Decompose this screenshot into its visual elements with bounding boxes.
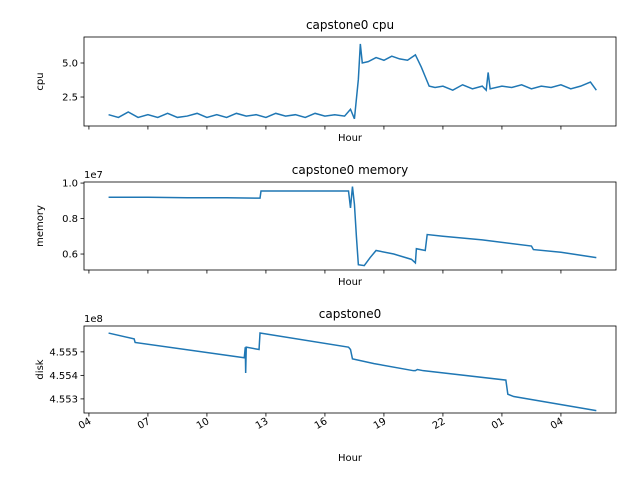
- axes-frame: [83, 325, 617, 414]
- x-tick-label: 22: [431, 416, 448, 432]
- x-tick-label: 13: [254, 416, 271, 432]
- offset-label: 1e7: [84, 170, 103, 181]
- data-line: [108, 186, 597, 267]
- x-tick-label: 01: [490, 416, 507, 432]
- y-axis-label: cpu: [35, 72, 46, 90]
- chart-title: capstone0: [319, 307, 382, 321]
- x-axis-label: Hour: [338, 277, 363, 288]
- y-tick-label: 0.8: [62, 214, 78, 225]
- x-tick-label: 07: [136, 416, 153, 432]
- x-tick-label: 16: [313, 416, 330, 432]
- y-tick-label: 0.6: [62, 250, 78, 261]
- chart-title: capstone0 memory: [292, 163, 408, 177]
- y-tick-label: 4.555: [49, 347, 78, 358]
- data-line: [108, 332, 597, 412]
- x-axis-label: Hour: [338, 133, 363, 144]
- y-axis-label: memory: [35, 205, 46, 247]
- y-tick-label: 1.0: [62, 179, 78, 190]
- y-tick-label: 4.553: [49, 394, 78, 405]
- y-tick-label: 2.5: [62, 93, 78, 104]
- x-tick-label: 04: [77, 416, 94, 432]
- y-tick-label: 4.554: [49, 371, 78, 382]
- y-tick-label: 5.0: [62, 58, 78, 69]
- axes-frame: [83, 181, 617, 271]
- axes-frame: [83, 36, 617, 127]
- x-tick-label: 04: [549, 416, 566, 432]
- data-line: [108, 43, 597, 120]
- chart-title: capstone0 cpu: [306, 18, 394, 32]
- x-tick-label: 19: [372, 416, 389, 432]
- offset-label: 1e8: [84, 314, 103, 325]
- y-axis-label: disk: [35, 359, 46, 379]
- x-axis-label: Hour: [338, 453, 363, 464]
- x-tick-label: 10: [195, 416, 212, 432]
